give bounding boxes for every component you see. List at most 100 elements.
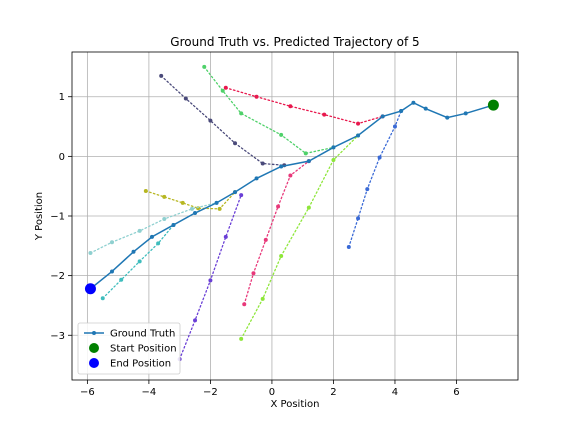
predicted-point	[88, 250, 93, 255]
x-tick-label: 4	[392, 387, 398, 398]
predicted-point	[156, 241, 161, 246]
predicted-point	[377, 155, 382, 160]
predicted-point	[288, 104, 293, 109]
ground-truth-point	[214, 200, 219, 205]
legend-start-label: Start Position	[110, 344, 177, 355]
legend: Ground Truth Start Position End Position	[77, 322, 181, 375]
legend-end-marker	[89, 358, 99, 368]
predicted-point	[180, 200, 185, 205]
predicted-point	[220, 88, 225, 93]
ground-truth-point	[109, 269, 114, 274]
start-position-marker	[487, 99, 499, 111]
ground-truth-trajectory	[88, 100, 496, 291]
ground-truth-point	[233, 190, 238, 195]
ground-truth-point	[423, 106, 428, 111]
predicted-line-1	[160, 75, 285, 166]
x-axis-title: X Position	[271, 399, 320, 410]
legend-ground-truth-label: Ground Truth	[110, 329, 175, 340]
predicted-point	[306, 205, 311, 210]
predicted-point	[288, 173, 293, 178]
predicted-point	[303, 151, 308, 156]
ground-truth-line	[89, 101, 494, 290]
predicted-point	[162, 216, 167, 221]
ground-truth-point	[149, 234, 154, 239]
predicted-point	[183, 96, 188, 101]
position-markers	[84, 99, 499, 295]
legend-end-label: End Position	[110, 359, 171, 370]
ground-truth-point	[254, 176, 259, 181]
y-tick-label: −3	[50, 331, 65, 342]
predicted-point	[260, 161, 265, 166]
predicted-point	[239, 193, 244, 198]
predicted-point	[322, 112, 327, 117]
predicted-point	[223, 85, 228, 90]
predicted-line-10	[348, 110, 402, 248]
predicted-point	[202, 64, 207, 69]
x-tick-label: 2	[330, 387, 336, 398]
predicted-point	[365, 187, 370, 192]
predicted-point	[346, 245, 351, 250]
y-tick-label: −1	[50, 212, 65, 223]
y-tick-label: 0	[59, 152, 65, 163]
x-tick-label: −2	[203, 387, 218, 398]
ground-truth-point	[399, 109, 404, 114]
legend-ground-truth-marker	[92, 331, 96, 335]
predicted-point	[162, 194, 167, 199]
ground-truth-point	[171, 222, 176, 227]
predicted-line-3	[203, 66, 335, 155]
ground-truth-point	[445, 115, 450, 120]
grid-lines	[72, 52, 518, 380]
axis-ticks: −6 −4 −2 0 2 4 6 −3 −2 −1 0 1	[50, 92, 459, 398]
y-tick-label: 1	[59, 92, 65, 103]
predicted-point	[392, 124, 397, 129]
predicted-line-8	[243, 160, 310, 305]
x-tick-label: −6	[80, 387, 95, 398]
predicted-line-4	[145, 190, 236, 210]
predicted-line-9	[240, 134, 359, 340]
predicted-point	[143, 188, 148, 193]
predicted-point	[233, 141, 238, 146]
ground-truth-point	[306, 159, 311, 164]
predicted-point	[109, 240, 114, 245]
legend-start-marker	[89, 343, 99, 353]
ground-truth-point	[193, 211, 198, 216]
x-tick-label: −4	[142, 387, 157, 398]
predicted-point	[239, 111, 244, 116]
ground-truth-point	[279, 164, 284, 169]
predicted-point	[100, 296, 105, 301]
ground-truth-point	[356, 133, 361, 138]
predicted-point	[242, 302, 247, 307]
predicted-line-5	[89, 202, 218, 254]
predicted-point	[260, 296, 265, 301]
x-tick-label: 6	[453, 387, 459, 398]
predicted-point	[217, 206, 222, 211]
predicted-point	[279, 132, 284, 137]
predicted-point	[356, 121, 361, 126]
predicted-point	[331, 157, 336, 162]
predicted-line-2	[225, 87, 384, 125]
predicted-point	[208, 278, 213, 283]
predicted-point	[239, 336, 244, 341]
ground-truth-point	[463, 111, 468, 116]
predicted-point	[263, 237, 268, 242]
chart-title: Ground Truth vs. Predicted Trajectory of…	[170, 35, 419, 49]
predicted-point	[279, 253, 284, 258]
y-axis-title: Y Position	[34, 192, 45, 241]
ground-truth-point	[331, 145, 336, 150]
predicted-point	[189, 206, 194, 211]
ground-truth-point	[411, 100, 416, 105]
predicted-point	[208, 118, 213, 123]
predicted-point	[356, 216, 361, 221]
ground-truth-point	[380, 114, 385, 119]
predicted-point	[251, 271, 256, 276]
predicted-point	[254, 94, 259, 99]
predicted-point	[223, 234, 228, 239]
predicted-point	[137, 228, 142, 233]
predicted-point	[276, 204, 281, 209]
predicted-point	[159, 73, 164, 78]
predicted-trajectories	[88, 64, 404, 362]
predicted-point	[119, 277, 124, 282]
x-tick-label: 0	[269, 387, 275, 398]
